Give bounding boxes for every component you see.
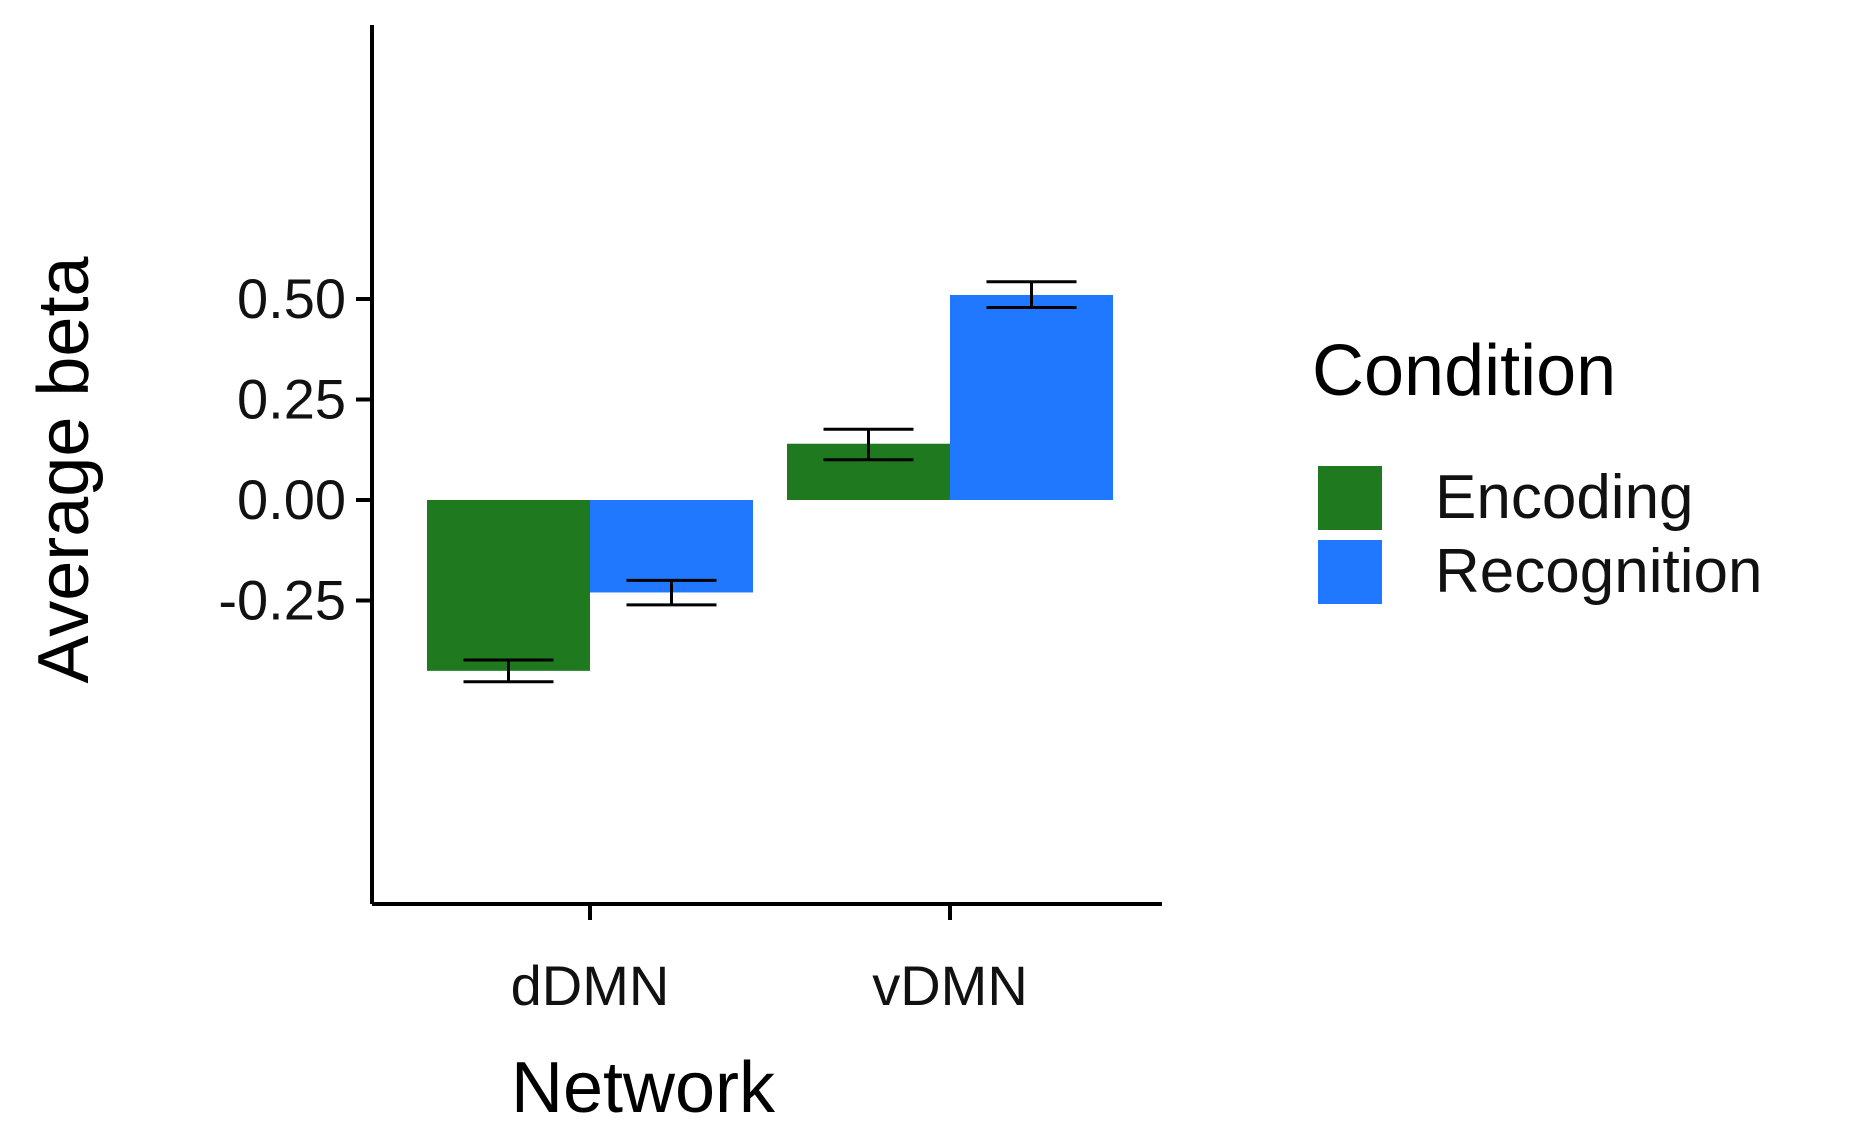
bar-recognition-dDMN xyxy=(590,500,753,593)
legend-label-recognition: Recognition xyxy=(1435,537,1762,606)
error-bar xyxy=(626,578,717,607)
y-axis: 0.50 0.25 0.00 -0.25 xyxy=(218,25,374,904)
x-tick-label: dDMN xyxy=(511,954,670,1017)
legend-title: Condition xyxy=(1312,331,1616,411)
y-tick-label: 0.00 xyxy=(237,468,346,531)
bar-encoding-dDMN xyxy=(427,500,590,671)
legend-label-encoding: Encoding xyxy=(1435,463,1694,532)
bar-recognition-vDMN xyxy=(950,294,1113,500)
x-axis-title: Network xyxy=(511,1048,776,1128)
error-bar xyxy=(986,280,1077,309)
x-tick-label: vDMN xyxy=(872,954,1028,1017)
legend-swatch-encoding xyxy=(1318,466,1382,530)
plot-area xyxy=(427,280,1113,684)
error-bar xyxy=(823,427,914,462)
x-axis: dDMN vDMN xyxy=(372,902,1162,1017)
error-bar xyxy=(463,658,554,684)
y-tick-label: 0.25 xyxy=(237,368,346,431)
y-axis-title: Average beta xyxy=(24,256,104,684)
legend-swatch-recognition xyxy=(1318,540,1382,604)
y-tick-label: 0.50 xyxy=(237,267,346,330)
y-tick-label: -0.25 xyxy=(218,569,346,632)
